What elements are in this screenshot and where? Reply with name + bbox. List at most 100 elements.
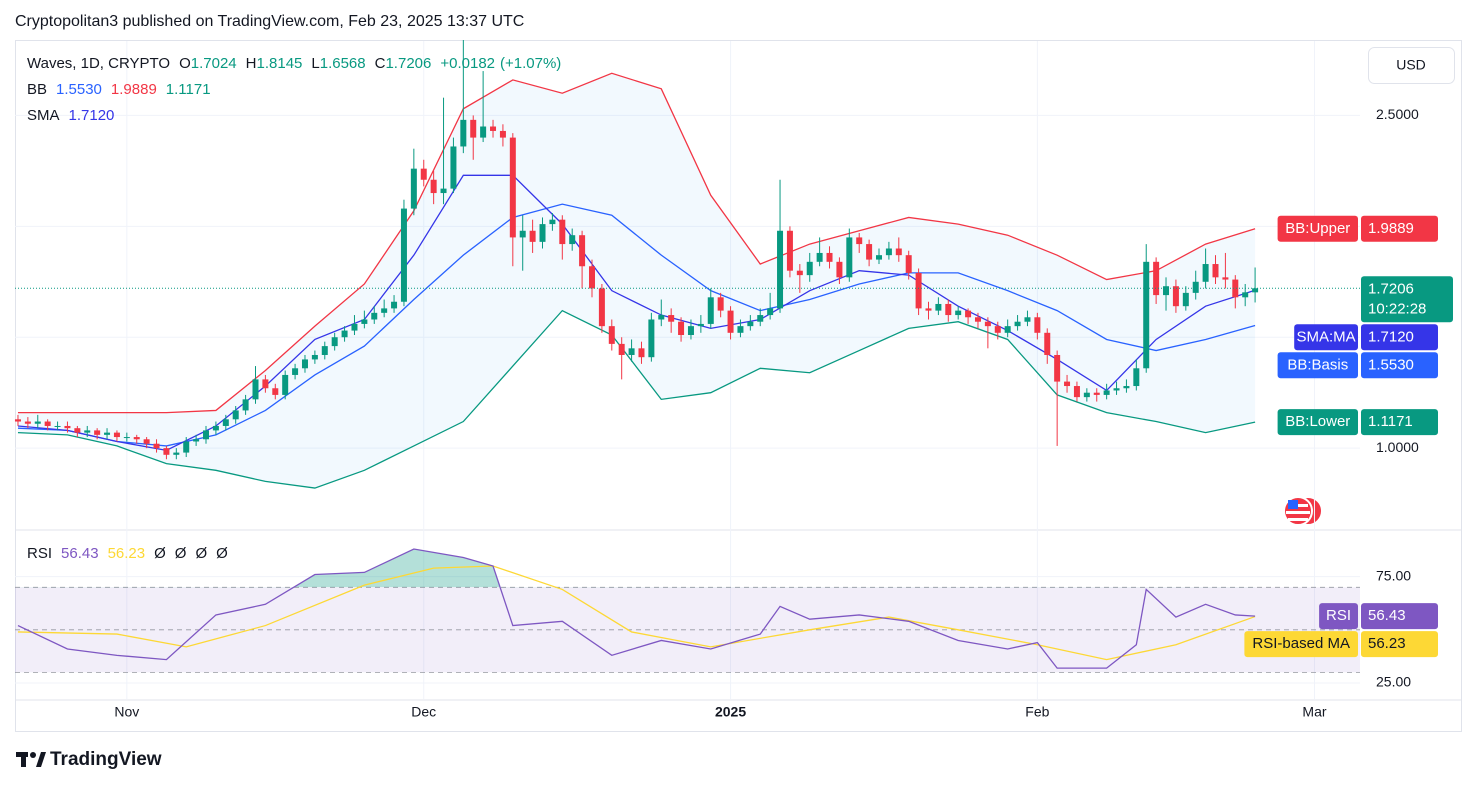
legend-indicator-value: 56.23 (108, 545, 146, 562)
candle-body (450, 146, 457, 189)
candle-body (460, 119, 467, 147)
candle-body (104, 432, 111, 435)
candle-body (490, 126, 497, 131)
candle-body (668, 315, 675, 322)
candle-body (262, 379, 269, 389)
value-box-text: 1.5530 (1368, 356, 1414, 373)
candle-body (569, 235, 576, 245)
legend-indicator: RSI (27, 545, 52, 562)
value-box-text: 56.43 (1368, 607, 1406, 624)
candle-body (1093, 392, 1100, 395)
legend-row: SMA 1.7120 (27, 107, 114, 124)
candle-body (994, 326, 1001, 333)
value-box-name (1244, 631, 1358, 658)
legend-change: +0.0182 (440, 55, 495, 72)
x-tick-label: Dec (411, 704, 436, 720)
candle-body (74, 428, 81, 433)
candle-body (915, 272, 922, 309)
candle-body (311, 354, 318, 360)
legend-row: BB 1.5530 1.9889 1.1171 (27, 81, 211, 98)
candle-body (54, 425, 61, 427)
publish-header: Cryptopolitan3 published on TradingView.… (15, 13, 524, 30)
x-tick-label: Mar (1302, 704, 1326, 720)
chart-frame (15, 40, 1462, 732)
candle-body (430, 179, 437, 194)
value-box (1361, 409, 1438, 436)
candle-body (203, 430, 210, 440)
candle-body (866, 244, 873, 260)
candle-body (1113, 388, 1120, 391)
candle-body (856, 237, 863, 245)
candle-body (113, 432, 120, 438)
candle-body (1123, 386, 1130, 389)
candle-body (588, 266, 595, 289)
legend-indicator-value: Ø (154, 545, 166, 562)
currency-button[interactable] (1368, 47, 1455, 84)
value-box-name-text: BB:Basis (1287, 356, 1348, 373)
candle-body (1172, 286, 1179, 307)
candle-body (519, 230, 526, 238)
candle-body (1133, 368, 1140, 387)
legend-indicator: BB (27, 81, 47, 98)
y-tick-label: 2.5000 (1376, 106, 1419, 122)
legend-ohlc-label: O (179, 55, 191, 72)
legend-indicator-value: Ø (175, 545, 187, 562)
legend-row: Waves, 1D, CRYPTO O1.7024 H1.8145 L1.6568 C1… (27, 55, 561, 72)
candle-body (470, 119, 477, 138)
candle-body (133, 437, 140, 440)
candle-body (529, 230, 536, 242)
indicator-line (17, 309, 1256, 489)
currency-label[interactable]: USD (1396, 57, 1426, 73)
candle-body (638, 348, 645, 358)
candle-body (945, 303, 952, 316)
value-box-name (1319, 603, 1358, 630)
value-box-name-text: RSI (1326, 607, 1351, 624)
candle-body (687, 326, 694, 336)
brand-logo (16, 752, 46, 767)
value-box-name (1277, 215, 1358, 242)
value-box-name-text: RSI-based MA (1252, 635, 1350, 652)
legend-indicator-value: 56.43 (61, 545, 99, 562)
candle-body (420, 168, 427, 180)
legend-ohlc-value: 1.6568 (320, 55, 366, 72)
indicator-line (17, 72, 1256, 414)
candle-body (173, 452, 180, 455)
candle-body (499, 130, 506, 138)
candle-body (697, 323, 704, 327)
value-box (1361, 276, 1453, 323)
candle-body (549, 219, 556, 225)
candle-body (400, 208, 407, 302)
candle-body (34, 421, 41, 424)
legend-ohlc-label: H (246, 55, 257, 72)
value-box-text: 56.23 (1368, 635, 1406, 652)
candle-body (321, 346, 328, 355)
candle-body (331, 337, 338, 347)
legend-ohlc-value: 1.8145 (257, 55, 303, 72)
candle-body (1044, 332, 1051, 355)
candle-body (1242, 292, 1249, 298)
candle-body (806, 261, 813, 276)
candle-body (1064, 381, 1071, 387)
candle-body (143, 439, 150, 444)
candle-body (1202, 264, 1209, 282)
indicator-line (17, 203, 1256, 447)
candle-body (559, 219, 566, 245)
candle-body (509, 137, 516, 238)
candle-body (598, 288, 605, 327)
value-box-name (1277, 409, 1358, 436)
value-box-name (1294, 324, 1358, 351)
candle-body (678, 321, 685, 336)
legend-ohlc-value: 1.7206 (385, 55, 431, 72)
value-box (1361, 631, 1438, 658)
candle-body (836, 261, 843, 278)
overbought-fill (17, 549, 1256, 588)
legend-indicator-value: 1.1171 (166, 81, 211, 98)
candle-body (974, 317, 981, 322)
candle-body (648, 319, 655, 358)
candle-body (984, 321, 991, 327)
countdown-text: 10:22:28 (1368, 300, 1426, 317)
candle-body (1024, 317, 1031, 322)
candle-body (351, 323, 358, 331)
flag-icon[interactable] (1283, 496, 1323, 526)
candle-body (440, 188, 447, 194)
